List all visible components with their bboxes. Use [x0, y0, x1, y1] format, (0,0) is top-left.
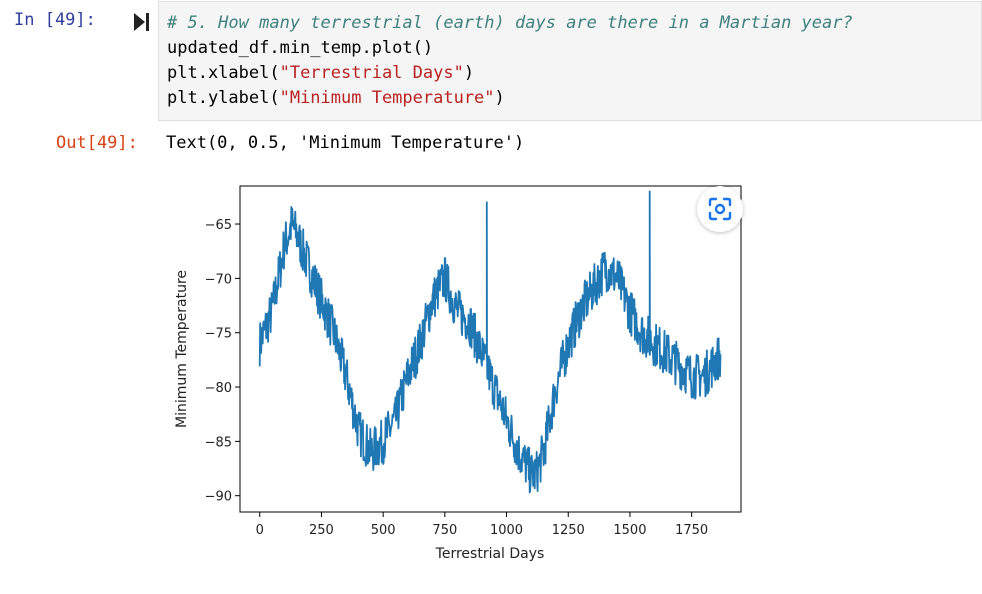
code-xlabel-close: ) — [463, 63, 475, 83]
output-prompt: Out[49]: — [56, 133, 138, 153]
code-xlabel-call: plt.xlabel( — [167, 63, 280, 83]
code-ylabel-call: plt.ylabel( — [167, 88, 280, 108]
google-lens-button[interactable] — [697, 186, 743, 232]
y-tick-label: −65 — [205, 218, 232, 233]
x-tick-label: 1500 — [613, 523, 646, 538]
y-tick-label: −70 — [205, 272, 232, 287]
x-axis-label: Terrestrial Days — [435, 546, 545, 562]
output-text: Text(0, 0.5, 'Minimum Temperature') — [166, 133, 525, 153]
x-tick-label: 1250 — [552, 523, 585, 538]
plot-frame — [239, 185, 742, 513]
code-ylabel-close: ) — [494, 88, 505, 108]
code-line-xlabel: plt.xlabel("Terrestrial Days") — [167, 62, 474, 84]
x-tick-label: 1000 — [490, 523, 523, 538]
x-tick-label: 500 — [371, 523, 396, 538]
min-temp-series-line — [258, 190, 722, 494]
google-lens-icon — [708, 197, 732, 221]
input-prompt: In [49]: — [14, 10, 96, 30]
x-tick-label: 0 — [256, 523, 264, 538]
y-tick-label: −80 — [205, 381, 232, 396]
code-line-ylabel: plt.ylabel("Minimum Temperature") — [167, 87, 505, 109]
code-cell[interactable]: # 5. How many terrestrial (earth) days a… — [158, 1, 982, 121]
y-axis-label: Minimum Temperature — [174, 270, 190, 428]
y-tick-label: −90 — [205, 490, 232, 505]
run-cell-icon[interactable] — [134, 13, 150, 31]
x-tick-label: 1750 — [675, 523, 708, 538]
code-xlabel-string: "Terrestrial Days" — [279, 63, 464, 83]
y-tick-label: −75 — [205, 327, 232, 342]
min-temp-line-chart: 0 250 500 750 1000 1250 1500 1750 −90 −85 −80 −75 −… — [174, 185, 742, 562]
code-ylabel-string: "Minimum Temperature" — [279, 88, 495, 108]
code-comment: # 5. How many terrestrial (earth) days a… — [167, 13, 853, 33]
code-line-plot: updated_df.min_temp.plot() — [167, 38, 434, 58]
x-tick-label: 750 — [432, 523, 457, 538]
y-tick-label: −85 — [205, 435, 232, 450]
x-tick-label: 250 — [309, 523, 334, 538]
